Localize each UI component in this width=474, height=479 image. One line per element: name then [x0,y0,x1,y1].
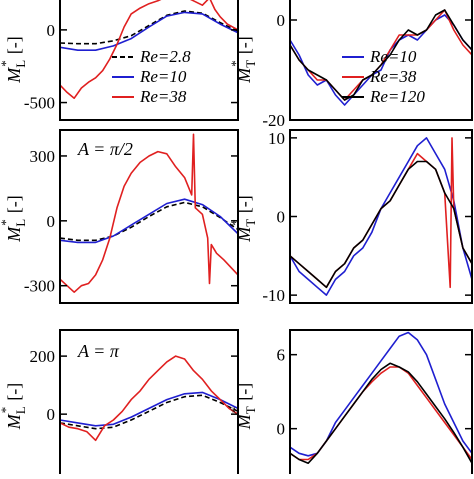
y-tick-label: 0 [277,208,286,227]
series-line-re-120 [290,9,472,101]
series-line-re-120 [290,160,472,289]
panel-bottom-right: 6 0 MT* [-] [228,329,473,479]
y-label-sup: * [228,407,243,414]
y-label-sub: L [13,406,28,414]
plot-area [60,133,238,293]
y-label-sup: * [0,60,13,67]
axes-frame [59,0,239,121]
legend-label: Re=120 [369,87,425,106]
legend-label: Re=38 [139,87,187,106]
y-label-main: M [234,413,254,430]
y-axis-label: ML* [-] [0,195,28,242]
panel-middle-left: 300 0 -300 ML* [-] A = π/2 [0,129,239,304]
series-line-re-120 [290,362,472,464]
y-tick-label: -20 [262,111,285,130]
y-axis-label: MT* [-] [228,195,258,242]
legend-label: Re=10 [139,67,187,86]
series-line-re-2-8 [60,10,238,45]
series-line-re-38 [60,355,238,442]
y-tick-label: 10 [268,129,285,148]
y-tick-label: 0 [47,21,56,40]
y-label-sub: T [243,60,258,68]
series-line-re-10 [60,391,238,427]
y-label-unit: [-] [4,36,24,54]
series-line-re-2-8 [60,394,238,430]
y-axis-label: ML* [-] [0,383,28,430]
plot-area [290,137,472,296]
y-label-main: M [4,226,24,243]
y-tick-label: 300 [30,147,56,166]
panel-annotation: A = π/2 [77,139,133,159]
plot-area [60,0,238,99]
legend-label: Re=2.8 [139,47,191,66]
y-axis-label: MT* [-] [228,36,258,83]
y-label-unit: [-] [4,383,24,401]
series-line-re-38 [60,0,238,99]
y-tick-label: 0 [277,420,286,439]
y-axis-label: MT* [-] [228,383,258,430]
y-label-main: M [4,67,24,84]
y-label-sub: T [243,406,258,414]
plot-area [290,331,472,464]
y-tick-label: 0 [47,212,56,231]
y-tick-label: 0 [47,405,56,424]
y-label-sup: * [0,219,13,226]
y-tick-label: 6 [277,346,286,365]
y-label-sup: * [228,60,243,67]
y-label-unit: [-] [234,195,254,213]
y-label-sub: L [13,60,28,68]
y-label-sup: * [228,219,243,226]
y-label-unit: [-] [234,36,254,54]
axes-frame [59,129,239,304]
series-line-re-10 [60,11,238,51]
plot-area [290,9,472,106]
y-tick-label: -500 [24,94,55,113]
y-label-main: M [234,226,254,243]
y-label-sub: L [13,219,28,227]
series-line-re-10 [290,137,472,296]
series-line-re-10 [290,331,472,457]
y-axis-label: ML* [-] [0,36,28,83]
series-line-re-2-8 [60,201,238,242]
series-line-re-38 [290,366,472,461]
series-line-re-10 [60,198,238,244]
axes-frame [289,0,473,121]
axes-frame [289,129,473,304]
legend-label: Re=10 [369,47,417,66]
y-tick-label: 200 [30,347,56,366]
y-label-main: M [4,413,24,430]
y-tick-label: 0 [277,11,286,30]
series-line-re-10 [290,14,472,106]
series-line-re-38 [290,137,472,289]
panel-bottom-left: 200 0 ML* [-] A = π [0,329,239,479]
y-tick-label: -300 [24,277,55,296]
plot-area [60,355,238,442]
panel-middle-right: 10 0 -10 MT* [-] [228,129,473,305]
legend-label: Re=38 [369,67,417,86]
y-label-unit: [-] [4,195,24,213]
y-tick-label: -10 [262,286,285,305]
series-line-re-38 [60,133,238,293]
y-label-sub: T [243,219,258,227]
y-label-unit: [-] [234,383,254,401]
panel-annotation: A = π [77,341,120,361]
y-label-sup: * [0,407,13,414]
y-label-main: M [234,67,254,84]
